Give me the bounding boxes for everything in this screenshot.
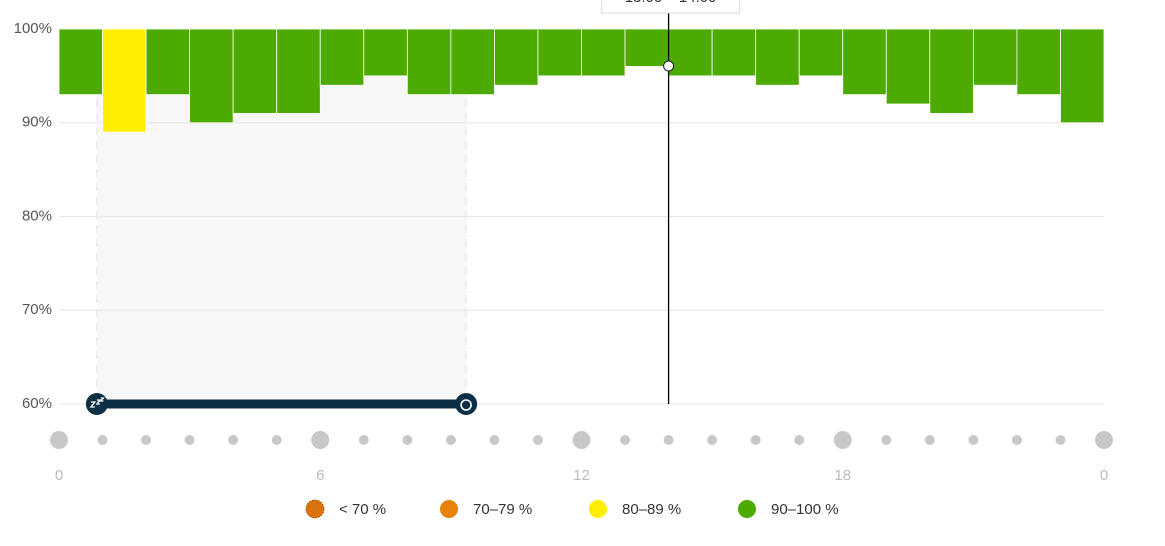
hour-dot xyxy=(402,435,413,445)
bar xyxy=(1060,28,1105,124)
hour-dot xyxy=(1011,435,1022,445)
bar xyxy=(537,28,582,77)
hour-dot xyxy=(1055,435,1066,445)
y-tick-label: 60% xyxy=(22,395,52,412)
legend-swatch xyxy=(305,499,325,519)
bar xyxy=(232,28,278,114)
x-tick-label: 12 xyxy=(573,467,590,484)
y-tick-label: 100% xyxy=(14,20,52,37)
hour-dot xyxy=(141,435,152,445)
bar xyxy=(58,28,103,96)
bar xyxy=(711,28,757,77)
bar xyxy=(494,28,539,86)
wake-icon xyxy=(455,393,478,415)
cursor-point xyxy=(663,60,675,72)
bar xyxy=(406,28,452,96)
bar xyxy=(276,28,321,114)
hour-dot xyxy=(794,435,805,445)
hour-dot xyxy=(489,435,500,445)
tooltip-text: 13:00 – 14:00 xyxy=(625,0,717,6)
hour-dot xyxy=(358,435,369,445)
hour-dot xyxy=(968,435,979,445)
x-tick-label: 6 xyxy=(316,467,324,484)
hour-dot xyxy=(881,435,892,445)
bar xyxy=(363,28,408,77)
bar xyxy=(450,28,495,96)
x-tick-label: 0 xyxy=(55,467,63,484)
hour-dot xyxy=(663,435,674,445)
hour-dot xyxy=(707,435,718,445)
legend-swatch xyxy=(440,500,458,518)
hour-dot xyxy=(750,435,761,445)
hour-dot xyxy=(228,435,239,445)
bar xyxy=(319,28,365,86)
legend-swatch xyxy=(738,500,756,518)
legend-label: 90–100 % xyxy=(771,501,839,518)
hour-dot xyxy=(924,435,935,445)
bar xyxy=(885,28,931,105)
y-tick-label: 70% xyxy=(22,301,52,318)
hour-dot xyxy=(184,435,195,445)
hour-dot xyxy=(833,431,852,449)
legend-swatch xyxy=(589,500,607,518)
bar xyxy=(798,28,844,77)
bar xyxy=(145,28,191,96)
hour-dot xyxy=(50,431,68,449)
bar xyxy=(624,28,669,67)
hour-dot xyxy=(311,431,330,449)
bar xyxy=(929,28,974,114)
y-tick-label: 80% xyxy=(22,207,52,224)
bar xyxy=(581,28,626,77)
hour-dot xyxy=(620,435,631,445)
legend-label: 70–79 % xyxy=(473,501,532,518)
hour-dot xyxy=(572,431,591,449)
bar xyxy=(842,28,887,96)
tooltip-box xyxy=(601,0,741,14)
hour-dot xyxy=(532,435,543,445)
bar xyxy=(1016,28,1061,96)
x-tick-label: 0 xyxy=(1100,467,1108,484)
zzz xyxy=(89,397,105,408)
bar xyxy=(189,28,234,124)
alarm-face xyxy=(460,399,472,411)
hour-dot xyxy=(271,435,282,445)
hour-dot xyxy=(97,435,108,445)
bar xyxy=(668,28,713,77)
legend-label: 80–89 % xyxy=(622,501,681,518)
bar xyxy=(972,28,1018,86)
bar xyxy=(755,28,800,86)
hour-dot xyxy=(445,435,456,445)
hour-dot xyxy=(1095,431,1113,449)
y-tick-label: 90% xyxy=(22,114,52,131)
legend-label: < 70 % xyxy=(339,501,386,518)
bar xyxy=(102,28,147,133)
x-tick-label: 18 xyxy=(834,467,851,484)
